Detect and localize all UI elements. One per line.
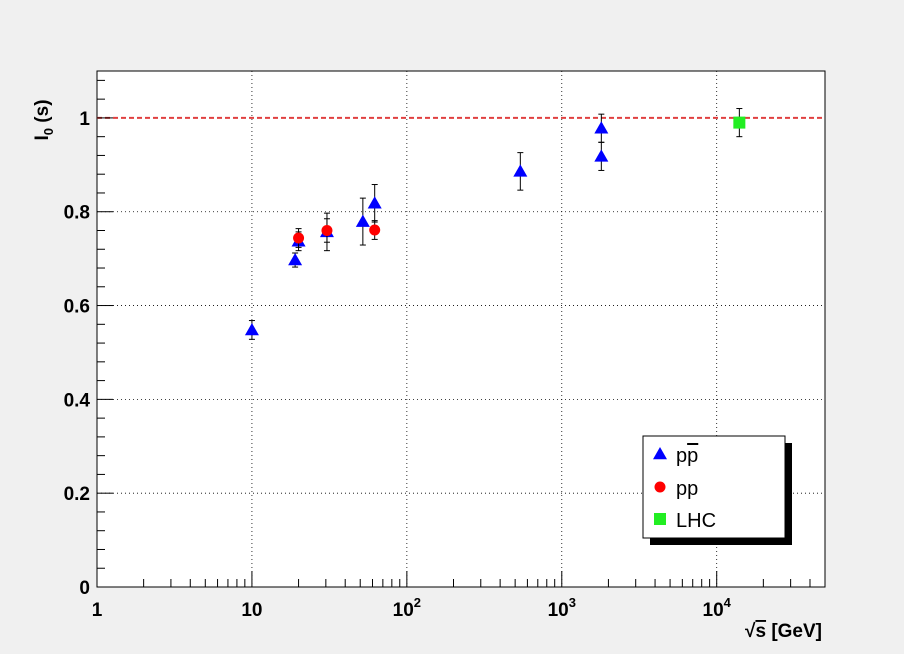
- y-tick-label: 0.2: [64, 484, 90, 505]
- x-tick-label: 104: [703, 595, 732, 621]
- data-point-pp: [369, 224, 381, 236]
- legend-marker-ppbar: [653, 447, 667, 460]
- x-tick-label: 102: [393, 595, 421, 621]
- y-axis-label: I0 (s): [32, 99, 56, 140]
- y-tick-label: 1: [79, 109, 90, 130]
- legend-label-ppbar: pp: [676, 445, 698, 467]
- data-point-ppbar: [513, 164, 528, 177]
- data-point-ppbar: [594, 121, 609, 134]
- legend: pp pp LHC: [642, 435, 792, 545]
- y-tick-label: 0: [79, 578, 90, 599]
- legend-label-lhc: LHC: [676, 510, 716, 532]
- data-point-ppbar: [594, 149, 609, 162]
- y-tick-label: 0.6: [64, 297, 90, 318]
- y-tick-label: 0.4: [64, 390, 91, 411]
- x-tick-label: 103: [548, 595, 576, 621]
- data-point-lhc: [733, 116, 746, 129]
- legend-marker-lhc: [654, 513, 666, 525]
- x-tick-label: 1: [92, 600, 103, 621]
- legend-marker-pp: [654, 481, 666, 493]
- x-tick-label: 10: [241, 600, 262, 621]
- y-tick-label: 0.8: [64, 203, 90, 224]
- legend-box: [642, 435, 786, 539]
- data-marks: [244, 108, 746, 340]
- legend-label-pp: pp: [676, 478, 698, 500]
- axes: 1 10 102 103 104 0 0.2 0.4 0.6 0.8 1: [64, 79, 826, 621]
- data-point-ppbar: [288, 253, 303, 266]
- data-point-ppbar: [355, 214, 370, 227]
- data-point-ppbar: [367, 196, 382, 209]
- data-point-pp: [293, 232, 305, 244]
- data-point-ppbar: [244, 322, 259, 336]
- data-point-pp: [321, 224, 333, 236]
- x-axis-label: √s [GeV]: [745, 621, 822, 642]
